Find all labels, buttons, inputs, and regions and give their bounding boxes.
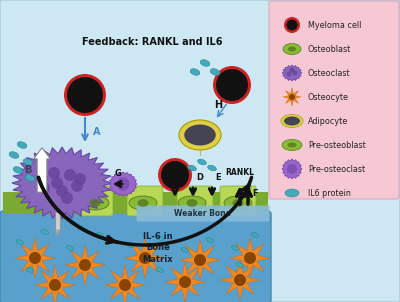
Ellipse shape <box>16 240 24 244</box>
Ellipse shape <box>90 199 101 207</box>
Ellipse shape <box>281 114 303 127</box>
Ellipse shape <box>184 124 216 146</box>
Polygon shape <box>125 238 165 278</box>
Ellipse shape <box>26 268 34 272</box>
Circle shape <box>286 72 292 76</box>
Circle shape <box>234 274 246 286</box>
Circle shape <box>139 252 151 264</box>
Text: Osteoclast: Osteoclast <box>308 69 351 78</box>
Text: IL-6 in
Bone
Matrix: IL-6 in Bone Matrix <box>143 233 173 264</box>
Polygon shape <box>35 265 75 302</box>
Text: Myeloma cell: Myeloma cell <box>308 21 361 30</box>
Ellipse shape <box>138 199 149 207</box>
Polygon shape <box>109 172 137 196</box>
Circle shape <box>67 77 103 113</box>
Text: H: H <box>214 100 222 110</box>
Circle shape <box>179 276 191 288</box>
Ellipse shape <box>284 117 300 126</box>
Bar <box>3 192 268 214</box>
Text: D: D <box>196 173 203 182</box>
Circle shape <box>51 177 63 189</box>
Text: G: G <box>114 169 122 178</box>
FancyBboxPatch shape <box>77 186 113 216</box>
Ellipse shape <box>129 196 157 210</box>
Circle shape <box>48 167 60 179</box>
Ellipse shape <box>231 246 239 250</box>
Text: Adipocyte: Adipocyte <box>308 117 348 126</box>
Ellipse shape <box>288 47 296 52</box>
Circle shape <box>29 252 41 264</box>
Ellipse shape <box>156 236 164 240</box>
Ellipse shape <box>208 165 216 171</box>
Polygon shape <box>165 262 205 302</box>
Text: A: A <box>93 127 100 137</box>
Ellipse shape <box>206 238 214 242</box>
FancyBboxPatch shape <box>269 1 399 199</box>
Ellipse shape <box>17 142 27 148</box>
Text: F: F <box>252 188 258 198</box>
Polygon shape <box>230 238 270 278</box>
Ellipse shape <box>251 233 259 237</box>
Circle shape <box>290 68 294 72</box>
Ellipse shape <box>236 263 244 267</box>
Circle shape <box>64 169 76 181</box>
Bar <box>55 212 60 230</box>
Ellipse shape <box>285 189 299 197</box>
Ellipse shape <box>9 152 19 158</box>
Ellipse shape <box>283 43 301 54</box>
Circle shape <box>286 20 298 31</box>
Circle shape <box>36 172 48 184</box>
Circle shape <box>292 70 298 76</box>
Circle shape <box>289 94 295 100</box>
Circle shape <box>213 66 251 104</box>
FancyBboxPatch shape <box>127 186 163 216</box>
Ellipse shape <box>96 233 104 237</box>
FancyArrowPatch shape <box>34 148 50 192</box>
Ellipse shape <box>179 120 221 150</box>
Polygon shape <box>55 230 60 236</box>
Ellipse shape <box>232 199 244 207</box>
Circle shape <box>64 74 106 116</box>
Ellipse shape <box>210 69 220 75</box>
Ellipse shape <box>188 165 196 171</box>
Polygon shape <box>12 147 112 219</box>
Circle shape <box>194 254 206 266</box>
Ellipse shape <box>198 159 206 165</box>
Polygon shape <box>180 240 220 280</box>
Ellipse shape <box>186 199 198 207</box>
Ellipse shape <box>13 167 23 173</box>
Text: B: B <box>24 165 32 175</box>
Ellipse shape <box>288 143 296 147</box>
Polygon shape <box>282 65 302 81</box>
Ellipse shape <box>181 248 189 252</box>
Polygon shape <box>65 245 105 285</box>
Ellipse shape <box>66 246 74 250</box>
Circle shape <box>74 173 86 185</box>
Ellipse shape <box>126 243 134 247</box>
Text: Feedback: RANKL and IL6: Feedback: RANKL and IL6 <box>82 37 222 47</box>
Text: Osteoblast: Osteoblast <box>308 44 351 53</box>
FancyBboxPatch shape <box>0 211 271 302</box>
Circle shape <box>158 158 192 192</box>
Polygon shape <box>15 238 55 278</box>
Ellipse shape <box>81 196 109 210</box>
Text: E: E <box>215 173 221 182</box>
Circle shape <box>38 182 50 194</box>
Circle shape <box>61 192 73 204</box>
Circle shape <box>116 177 130 191</box>
Circle shape <box>49 279 61 291</box>
Text: Pre-osteoblast: Pre-osteoblast <box>308 140 366 149</box>
FancyBboxPatch shape <box>177 186 213 216</box>
Ellipse shape <box>178 196 206 210</box>
Text: Osteocyte: Osteocyte <box>308 92 349 101</box>
Circle shape <box>71 180 83 192</box>
Ellipse shape <box>224 196 252 210</box>
Circle shape <box>284 17 300 33</box>
Circle shape <box>56 185 68 197</box>
Polygon shape <box>105 265 145 302</box>
Circle shape <box>161 161 189 189</box>
Circle shape <box>79 259 91 271</box>
FancyBboxPatch shape <box>136 205 270 221</box>
Ellipse shape <box>200 60 210 66</box>
